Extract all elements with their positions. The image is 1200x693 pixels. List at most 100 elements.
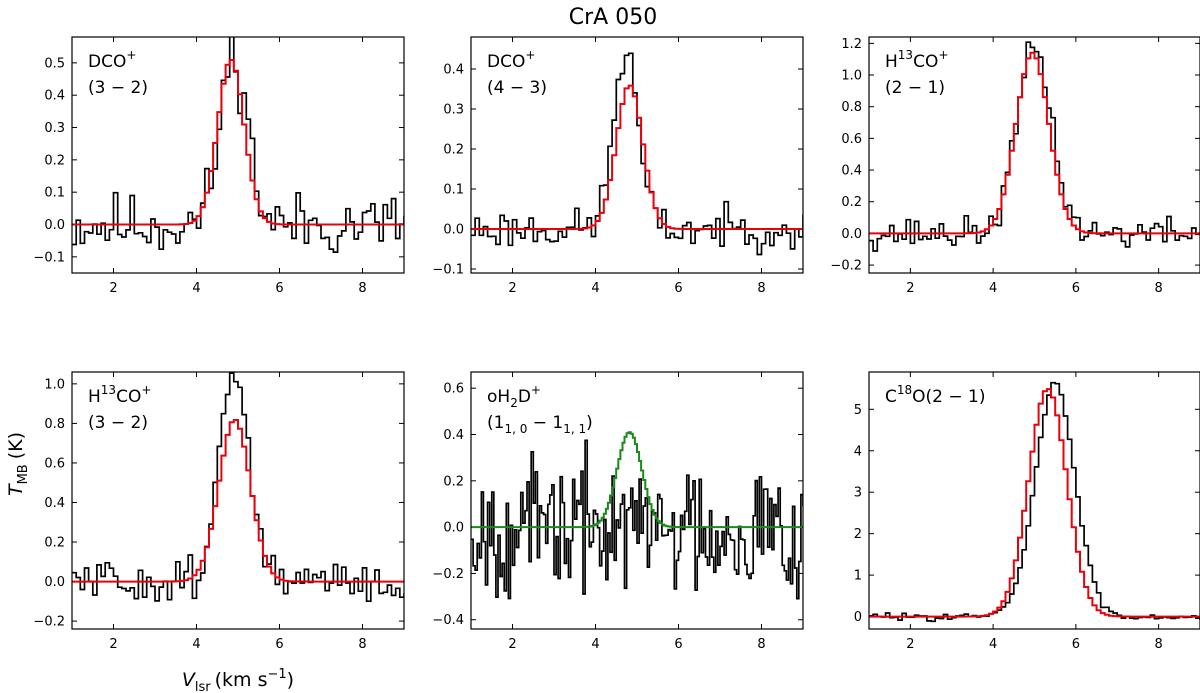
x-tick-label: 4 (192, 637, 200, 652)
fit-curve (72, 419, 404, 583)
x-tick-label: 2 (109, 637, 117, 652)
y-tick-label: −0.4 (432, 613, 464, 628)
y-tick-label: 0.2 (44, 536, 65, 551)
panels-group: 2 4 6 8−0.10.00.10.20.30.40.5 DCO+(3 − 2)2 4 6… (33, 36, 1200, 652)
y-axis-label: TMB (K) (5, 432, 31, 496)
x-tick-label: 2 (906, 281, 914, 296)
x-axis-label-symbol: V (182, 669, 197, 691)
y-tick-label: 0.0 (44, 575, 65, 590)
x-tick-label: 4 (591, 281, 599, 296)
transition-label: H13CO+ (88, 383, 151, 407)
transition-label: H13CO+ (885, 48, 948, 72)
x-tick-label: 6 (1072, 281, 1080, 296)
y-tick-label: 0.4 (443, 428, 464, 443)
transition-label: (2 − 1) (885, 78, 945, 98)
x-tick-label: 4 (989, 281, 997, 296)
y-tick-label: 0.2 (443, 143, 464, 158)
x-tick-label: 6 (275, 637, 283, 652)
x-tick-label: 8 (757, 637, 765, 652)
transition-label-part: DCO (487, 52, 525, 72)
y-tick-label: 0.6 (841, 132, 862, 147)
fit-curve (72, 59, 404, 226)
transition-label: DCO+ (487, 48, 535, 72)
panel-frame (868, 36, 1200, 274)
x-tick-label: 6 (674, 281, 682, 296)
y-tick-label: 0.4 (44, 496, 65, 511)
x-tick-label: 4 (192, 281, 200, 296)
transition-label-part: (1 (487, 413, 504, 433)
y-tick-label: 0.2 (443, 474, 464, 489)
y-tick-label: 2 (854, 527, 862, 542)
panel-frame (71, 36, 405, 274)
y-tick-label: 1.0 (44, 377, 65, 392)
y-tick-label: 5 (854, 403, 862, 418)
panel-frame (470, 36, 804, 274)
x-tick-label: 6 (275, 281, 283, 296)
y-tick-label: 0.4 (44, 89, 65, 104)
transition-label-part: O(2 − 1) (912, 387, 985, 407)
y-tick-label: 0.0 (841, 227, 862, 242)
y-axis-label-symbol: T (5, 483, 27, 496)
transition-label-part: 1, 0 (504, 422, 527, 436)
transition-label-part: − 1 (527, 413, 563, 433)
figure-title: CrA 050 (569, 5, 657, 30)
x-tick-label: 2 (508, 281, 516, 296)
x-tick-label: 2 (508, 637, 516, 652)
transition-label-part: (2 − 1) (885, 78, 945, 98)
y-tick-label: −0.2 (33, 615, 65, 630)
transition-label: oH2D+ (487, 383, 541, 410)
transition-label-part: + (126, 48, 136, 62)
observed-spectrum (72, 37, 404, 253)
transition-label-part: 13 (898, 48, 913, 62)
observed-spectrum (869, 41, 1200, 252)
transition-label-part: + (531, 383, 541, 397)
y-tick-label: 0.1 (44, 186, 65, 201)
transition-label-part: + (938, 48, 948, 62)
panel-frame (71, 371, 405, 630)
transition-label-part: ) (586, 413, 593, 433)
y-tick-label: 0.4 (841, 164, 862, 179)
y-tick-label: 0.8 (841, 100, 862, 115)
y-tick-label: 0.1 (443, 183, 464, 198)
y-tick-label: 0.2 (44, 153, 65, 168)
y-tick-label: 0.6 (44, 456, 65, 471)
y-tick-label: 0.0 (44, 218, 65, 233)
y-tick-label: 0.3 (443, 103, 464, 118)
y-axis-label-subscript: MB (16, 464, 31, 484)
transition-label-part: D (518, 387, 531, 407)
transition-label-part: C (885, 387, 897, 407)
y-tick-label: 0.6 (443, 382, 464, 397)
transition-label: (11, 0 − 11, 1) (487, 413, 593, 436)
x-tick-label: 6 (1072, 637, 1080, 652)
transition-label-part: oH (487, 387, 510, 407)
x-tick-label: 2 (109, 281, 117, 296)
y-tick-label: 0.3 (44, 121, 65, 136)
x-tick-label: 4 (591, 637, 599, 652)
x-tick-label: 2 (906, 637, 914, 652)
x-tick-label: 4 (989, 637, 997, 652)
fit-curve (471, 431, 803, 529)
y-tick-label: 0.5 (44, 56, 65, 71)
fit-curve (869, 51, 1200, 235)
transition-label-part: 2 (510, 396, 518, 410)
y-tick-label: −0.2 (830, 259, 862, 274)
transition-label-part: (3 − 2) (88, 413, 148, 433)
transition-label: (3 − 2) (88, 413, 148, 433)
panel-oh2d_110_111: 2 4 6 8−0.4−0.20.00.20.40.6 oH2D+(11, 0 − 11… (432, 371, 804, 652)
y-tick-label: 1 (854, 569, 862, 584)
transition-label-part: + (141, 383, 151, 397)
panel-c18o_21: 2 4 6 8 0 1 2 3 4 5 C18O(2 − 1) (854, 371, 1200, 652)
fit-curve (471, 84, 803, 230)
x-axis-label-unit: (km s (215, 669, 268, 691)
panel-frame (868, 371, 1200, 630)
x-tick-label: 8 (757, 281, 765, 296)
y-tick-label: 1.0 (841, 69, 862, 84)
y-tick-label: 1.2 (841, 37, 862, 52)
y-tick-label: 3 (854, 486, 862, 501)
transition-label-part: 18 (897, 383, 912, 397)
x-axis-label: Vlsr (km s−1) (182, 667, 294, 693)
fit-curve (869, 388, 1200, 618)
y-tick-label: 0.2 (841, 195, 862, 210)
x-axis-label-subscript: lsr (195, 680, 211, 693)
